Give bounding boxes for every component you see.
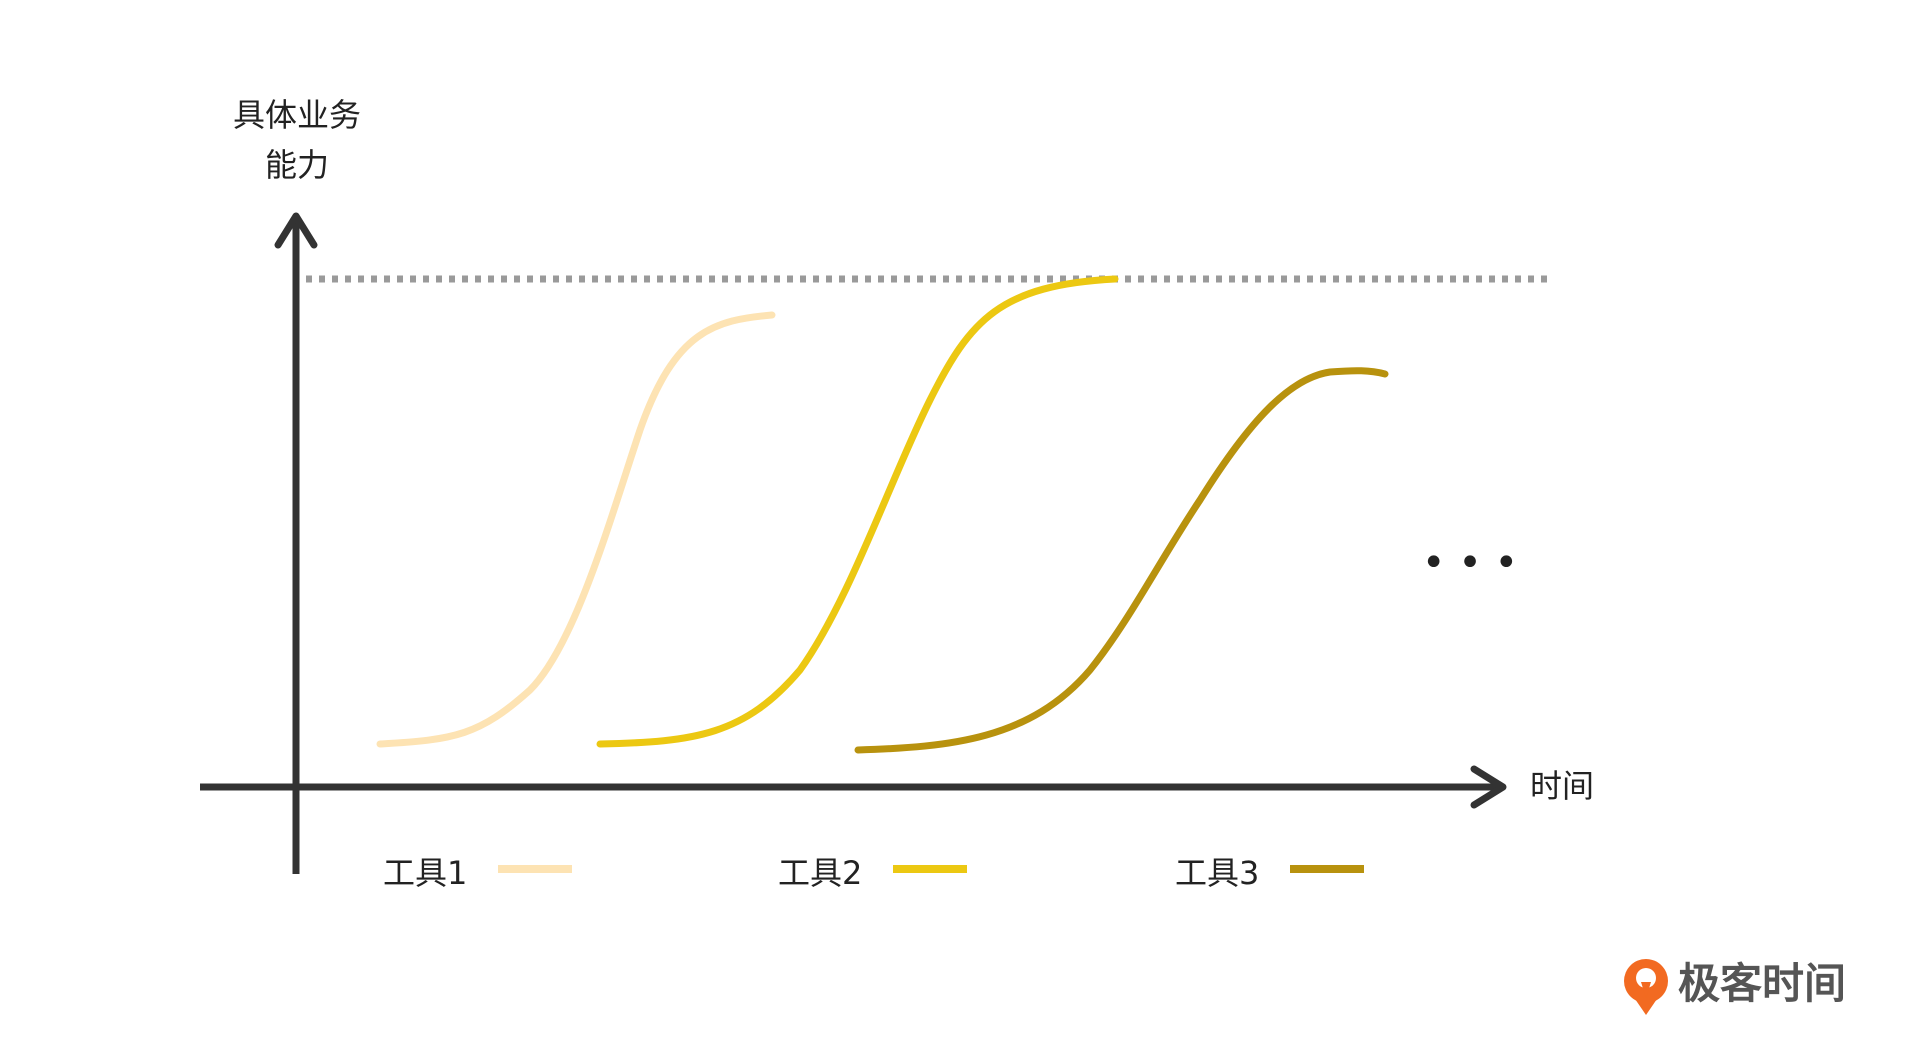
tool-1-curve xyxy=(376,311,776,748)
y-axis-label-line2: 能力 xyxy=(265,146,329,184)
tool-3-curve xyxy=(854,367,1389,754)
legend: 工具1 工具2 工具3 xyxy=(383,854,1364,892)
ellipsis-more-tools: • • • xyxy=(1422,540,1518,586)
geektime-logo: 极客时间 xyxy=(1624,959,1846,1015)
x-axis-arrowhead xyxy=(1470,765,1507,809)
y-axis-label-line1: 具体业务 xyxy=(233,96,361,134)
geektime-logo-icon xyxy=(1624,959,1668,1015)
tool-2-curve xyxy=(596,275,1119,748)
legend-label-tool-2: 工具2 xyxy=(778,854,862,892)
legend-label-tool-1: 工具1 xyxy=(383,854,467,892)
geektime-logo-text: 极客时间 xyxy=(1678,959,1846,1008)
x-axis-label: 时间 xyxy=(1530,767,1594,805)
legend-label-tool-3: 工具3 xyxy=(1175,854,1259,892)
y-axis-arrowhead xyxy=(274,212,318,249)
